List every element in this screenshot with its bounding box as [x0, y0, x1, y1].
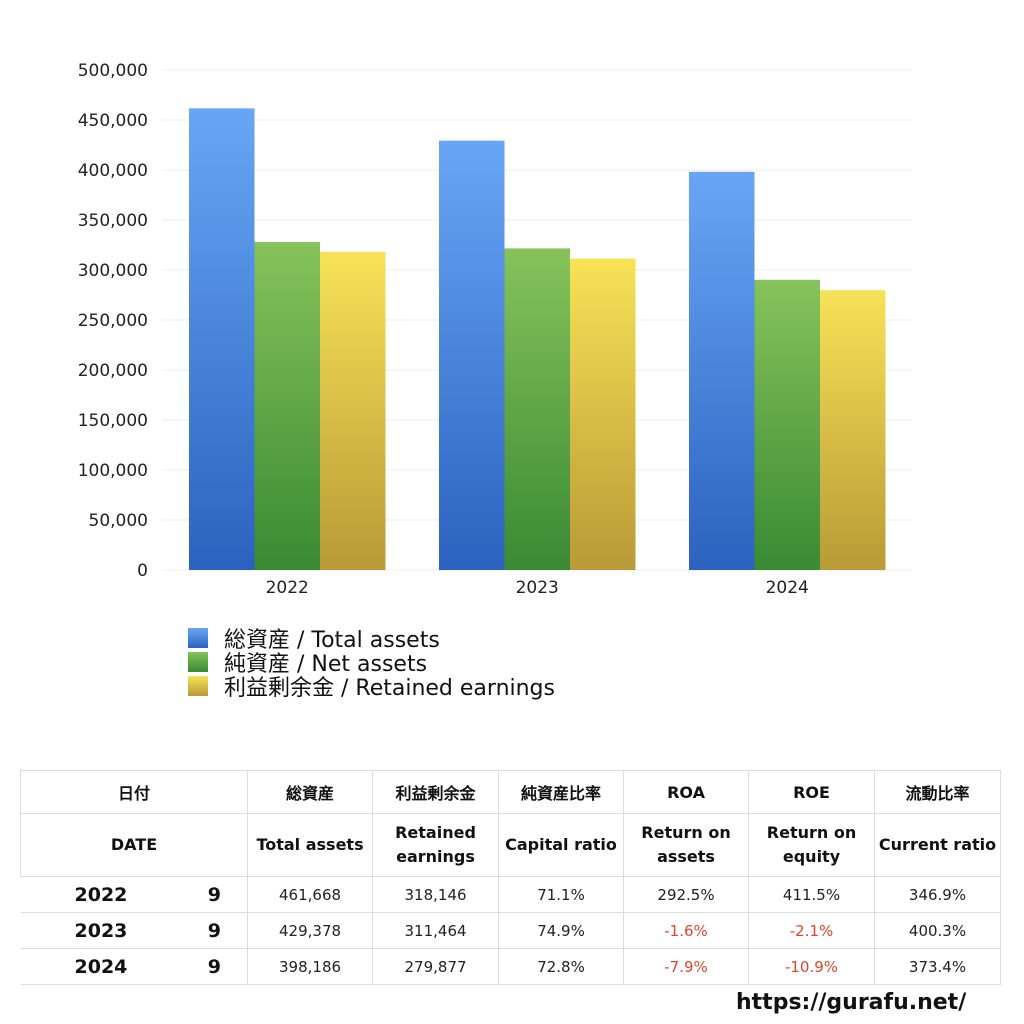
x-tick-label: 2024 [766, 578, 809, 598]
header-roe-en: Return on equity [748, 813, 876, 877]
cell-roa: -1.6% [623, 912, 750, 949]
header-roa-ja: ROA [623, 770, 750, 814]
cell-total-assets: 398,186 [247, 948, 374, 985]
y-tick-label: 100,000 [78, 461, 148, 481]
legend: 総資産 / Total assets 純資産 / Net assets 利益剰余… [188, 626, 555, 701]
y-axis-ticks: 0 50,000 100,000 150,000 200,000 250,000 300,0… [78, 61, 148, 581]
bar-retained-earnings [320, 251, 386, 570]
cell-year: 2024 [20, 948, 183, 985]
cell-month: 9 [182, 912, 249, 949]
cell-year: 2022 [20, 876, 183, 913]
y-tick-label: 450,000 [78, 111, 148, 131]
metrics-table: 日付 総資産 利益剰余金 純資産比率 ROA ROE 流動比率 DATE Tot… [19, 770, 1002, 985]
header-capital-ratio-en: Capital ratio [498, 813, 625, 877]
header-retained-en: Retained earnings [372, 813, 500, 877]
cell-current-ratio: 400.3% [874, 912, 1002, 949]
header-date-ja: 日付 [19, 770, 249, 814]
cell-total-assets: 461,668 [247, 876, 374, 913]
legend-swatch-total-assets [188, 628, 208, 648]
header-capital-ratio-ja: 純資産比率 [498, 770, 625, 814]
table-row: 2022 9 461,668 318,146 71.1% 292.5% 411.… [20, 876, 1002, 913]
header-retained-ja: 利益剰余金 [372, 770, 500, 814]
y-tick-label: 350,000 [78, 211, 148, 231]
bar-net-assets [254, 242, 320, 570]
table-row: 2024 9 398,186 279,877 72.8% -7.9% -10.9… [20, 948, 1002, 985]
table-row: 2023 9 429,378 311,464 74.9% -1.6% -2.1%… [20, 912, 1002, 949]
cell-roa: -7.9% [623, 948, 750, 985]
y-tick-label: 250,000 [78, 311, 148, 331]
cell-capital-ratio: 74.9% [498, 912, 625, 949]
x-tick-label: 2022 [266, 578, 309, 598]
legend-item-total-assets: 総資産 / Total assets [188, 626, 555, 653]
cell-retained: 318,146 [372, 876, 500, 913]
legend-item-net-assets: 純資産 / Net assets [188, 650, 555, 677]
y-tick-label: 200,000 [78, 361, 148, 381]
header-roa-en: Return on assets [623, 813, 750, 877]
cell-month: 9 [182, 948, 249, 985]
legend-item-retained-earnings: 利益剰余金 / Retained earnings [188, 674, 555, 701]
y-tick-label: 300,000 [78, 261, 148, 281]
header-roe-ja: ROE [748, 770, 876, 814]
table-header-en: DATE Total assets Retained earnings Capi… [19, 813, 1002, 877]
site-url-link[interactable]: https://gurafu.net/ [736, 990, 967, 1015]
cell-current-ratio: 346.9% [874, 876, 1002, 913]
cell-retained: 311,464 [372, 912, 500, 949]
header-current-ratio-ja: 流動比率 [874, 770, 1002, 814]
cell-capital-ratio: 72.8% [498, 948, 625, 985]
legend-label-net-assets: 純資産 / Net assets [224, 652, 428, 677]
header-total-assets-ja: 総資産 [247, 770, 374, 814]
bar-retained-earnings [820, 290, 886, 570]
cell-month: 9 [182, 876, 249, 913]
header-date-en: DATE [19, 813, 249, 877]
bars [189, 108, 886, 570]
legend-label-total-assets: 総資産 / Total assets [224, 628, 440, 653]
bar-total-assets [189, 108, 255, 570]
table-header-ja: 日付 総資産 利益剰余金 純資産比率 ROA ROE 流動比率 [19, 770, 1002, 814]
cell-total-assets: 429,378 [247, 912, 374, 949]
header-current-ratio-en: Current ratio [874, 813, 1002, 877]
bar-total-assets [689, 171, 755, 570]
header-total-assets-en: Total assets [247, 813, 374, 877]
x-axis-ticks: 2022 2023 2024 [266, 578, 809, 598]
cell-current-ratio: 373.4% [874, 948, 1002, 985]
bar-retained-earnings [570, 258, 636, 570]
bar-chart: 0 50,000 100,000 150,000 200,000 250,000 300,0… [78, 61, 912, 598]
bar-total-assets [439, 140, 505, 570]
cell-roe: 411.5% [748, 876, 876, 913]
cell-roa: 292.5% [623, 876, 750, 913]
cell-capital-ratio: 71.1% [498, 876, 625, 913]
y-tick-label: 50,000 [89, 511, 148, 531]
y-tick-label: 150,000 [78, 411, 148, 431]
y-tick-label: 500,000 [78, 61, 148, 81]
legend-swatch-net-assets [188, 652, 208, 672]
cell-retained: 279,877 [372, 948, 500, 985]
bar-net-assets [504, 248, 570, 570]
y-tick-label: 0 [137, 561, 148, 581]
cell-roe: -10.9% [748, 948, 876, 985]
x-tick-label: 2023 [516, 578, 559, 598]
cell-year: 2023 [20, 912, 183, 949]
cell-roe: -2.1% [748, 912, 876, 949]
bar-net-assets [754, 279, 820, 570]
legend-label-retained-earnings: 利益剰余金 / Retained earnings [224, 676, 555, 701]
y-tick-label: 400,000 [78, 161, 148, 181]
legend-swatch-retained-earnings [188, 676, 208, 696]
